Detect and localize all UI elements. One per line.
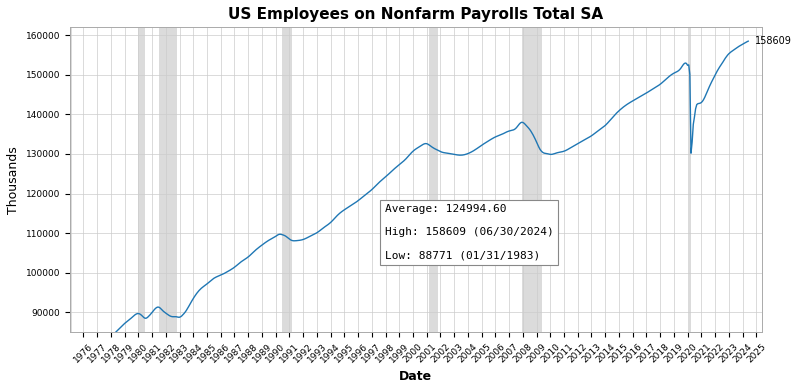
Bar: [159, 27, 178, 332]
X-axis label: Date: Date: [399, 370, 432, 383]
Title: US Employees on Nonfarm Payrolls Total SA: US Employees on Nonfarm Payrolls Total S…: [228, 7, 603, 22]
Text: Average: 124994.60

High: 158609 (06/30/2024)

Low: 88771 (01/31/1983): Average: 124994.60 High: 158609 (06/30/2…: [385, 204, 554, 261]
Bar: [54, 27, 72, 332]
Bar: [689, 27, 691, 332]
Bar: [282, 27, 292, 332]
Bar: [429, 27, 438, 332]
Bar: [522, 27, 542, 332]
Text: 158609: 158609: [755, 36, 792, 46]
Bar: [138, 27, 146, 332]
Y-axis label: Thousands: Thousands: [7, 146, 20, 214]
